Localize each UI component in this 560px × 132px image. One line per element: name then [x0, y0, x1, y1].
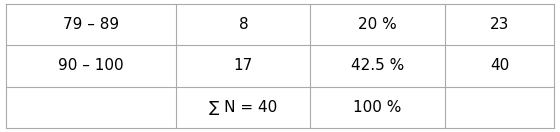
Text: 40: 40	[490, 58, 509, 74]
Text: 100 %: 100 %	[353, 100, 402, 115]
Text: 79 – 89: 79 – 89	[63, 17, 119, 32]
Text: 20 %: 20 %	[358, 17, 397, 32]
Text: ∑ N = 40: ∑ N = 40	[209, 100, 278, 115]
Text: 8: 8	[239, 17, 248, 32]
Text: 17: 17	[234, 58, 253, 74]
Text: 90 – 100: 90 – 100	[58, 58, 124, 74]
Text: 42.5 %: 42.5 %	[351, 58, 404, 74]
Text: 23: 23	[490, 17, 509, 32]
